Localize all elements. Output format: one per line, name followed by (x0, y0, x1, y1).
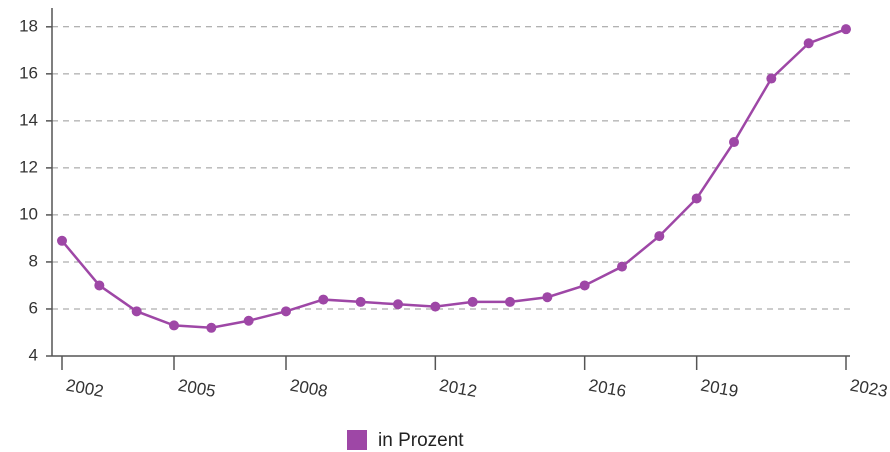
legend-label: in Prozent (378, 430, 464, 451)
y-tick-label: 4 (29, 345, 38, 364)
point (505, 296, 515, 307)
point (841, 24, 851, 35)
point (94, 280, 105, 291)
x-tick-label: 2008 (289, 376, 330, 401)
line (61, 27, 847, 330)
legend-swatch (347, 430, 367, 450)
point (729, 137, 739, 148)
y-tick-label: 18 (19, 16, 38, 35)
y-tick-label: 14 (19, 110, 38, 129)
x-tick-label: 2002 (65, 376, 106, 401)
point (467, 296, 478, 307)
x-tick-label: 2012 (438, 376, 479, 401)
point (691, 193, 702, 204)
point (355, 296, 366, 307)
point (169, 320, 179, 331)
point (318, 294, 329, 305)
y-tick-label: 12 (19, 157, 38, 176)
point (654, 231, 665, 242)
point (430, 301, 441, 312)
y-tick-label: 10 (19, 204, 38, 223)
point (766, 73, 777, 84)
point (393, 299, 403, 310)
point (281, 306, 291, 317)
x-tick-label: 2019 (699, 376, 740, 401)
x-tick-label: 2016 (587, 376, 628, 401)
y-tick-label: 8 (29, 251, 38, 270)
point (803, 38, 814, 49)
point (579, 280, 590, 291)
point (243, 315, 254, 326)
x-tick-label: 2005 (177, 376, 218, 401)
point (617, 261, 627, 272)
point (206, 322, 217, 333)
y-tick-label: 6 (29, 298, 38, 317)
point (57, 235, 67, 246)
y-tick-label: 16 (19, 63, 38, 82)
point (131, 306, 142, 317)
point (542, 292, 553, 303)
x-tick-label: 2023 (849, 376, 890, 401)
